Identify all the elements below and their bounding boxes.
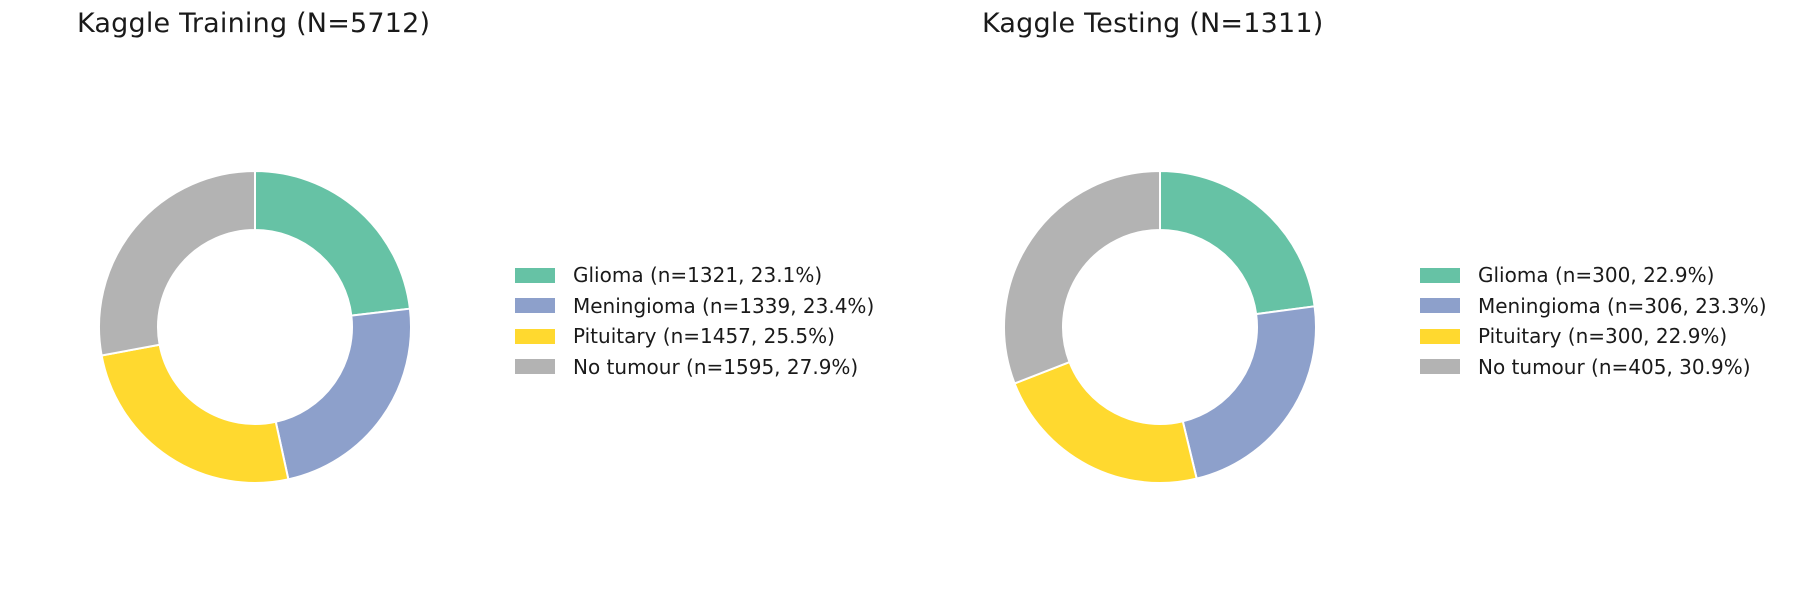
legend-item-meningioma: Meningioma (n=1339, 23.4%): [515, 291, 874, 322]
legend-swatch: [515, 267, 555, 283]
donut-chart: [98, 169, 412, 484]
legend-swatch: [1420, 267, 1460, 283]
donut-slice-glioma: [254, 169, 412, 317]
legend-label: Pituitary (n=1457, 25.5%): [573, 324, 835, 349]
legend-label: Meningioma (n=1339, 23.4%): [573, 293, 875, 318]
legend-label: No tumour (n=405, 30.9%): [1478, 354, 1751, 379]
legend-label: No tumour (n=1595, 27.9%): [573, 354, 859, 379]
chart-title: Kaggle Training (N=5712): [77, 8, 431, 39]
legend-item-pituitary: Pituitary (n=1457, 25.5%): [515, 321, 874, 352]
donut-slice-meningioma: [1181, 305, 1317, 480]
donut-slice-meningioma: [274, 307, 412, 481]
legend: Glioma (n=300, 22.9%) Meningioma (n=306,…: [1420, 260, 1767, 382]
donut-slice-glioma: [1159, 169, 1316, 316]
legend-swatch: [515, 359, 555, 375]
chart-panel-testing: Kaggle Testing (N=1311) Glioma (n=300, 2…: [905, 0, 1800, 611]
donut-slice-pituitary: [1013, 360, 1198, 484]
legend-item-no-tumour: No tumour (n=405, 30.9%): [1420, 352, 1767, 383]
legend-swatch: [515, 328, 555, 344]
donut-slice-no-tumour: [98, 169, 256, 357]
legend-label: Glioma (n=300, 22.9%): [1478, 263, 1715, 288]
legend: Glioma (n=1321, 23.1%) Meningioma (n=133…: [515, 260, 874, 382]
legend-item-glioma: Glioma (n=300, 22.9%): [1420, 260, 1767, 291]
donut-slice-pituitary: [100, 343, 290, 484]
donut-slice-no-tumour: [1003, 169, 1161, 385]
legend-label: Pituitary (n=300, 22.9%): [1478, 324, 1728, 349]
legend-label: Meningioma (n=306, 23.3%): [1478, 293, 1767, 318]
legend-swatch: [1420, 359, 1460, 375]
legend-item-pituitary: Pituitary (n=300, 22.9%): [1420, 321, 1767, 352]
legend-label: Glioma (n=1321, 23.1%): [573, 263, 823, 288]
legend-swatch: [515, 298, 555, 314]
chart-title: Kaggle Testing (N=1311): [982, 8, 1324, 39]
legend-item-no-tumour: No tumour (n=1595, 27.9%): [515, 352, 874, 383]
legend-item-glioma: Glioma (n=1321, 23.1%): [515, 260, 874, 291]
legend-item-meningioma: Meningioma (n=306, 23.3%): [1420, 291, 1767, 322]
legend-swatch: [1420, 298, 1460, 314]
donut-chart: [1003, 169, 1317, 484]
chart-panel-training: Kaggle Training (N=5712) Glioma (n=1321,…: [77, 8, 874, 484]
legend-swatch: [1420, 328, 1460, 344]
